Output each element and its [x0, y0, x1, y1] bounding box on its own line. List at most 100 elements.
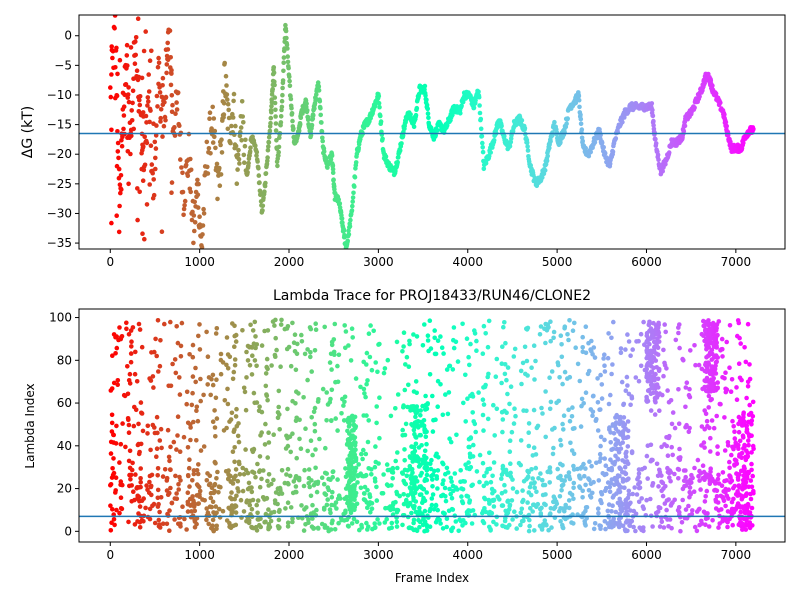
lambda-point [502, 320, 507, 325]
lambda-point [648, 355, 653, 361]
lambda-point [130, 325, 136, 330]
lambda-point [342, 496, 348, 502]
lambda-point [534, 425, 540, 431]
lambda-point [687, 425, 692, 431]
lambda-point [657, 334, 662, 339]
lambda-point [500, 466, 506, 472]
lambda-point [409, 510, 414, 516]
delta-g-point [178, 157, 183, 162]
lambda-point [651, 373, 657, 378]
lambda-point [243, 467, 249, 473]
delta-g-point [655, 152, 661, 158]
lambda-point [367, 494, 373, 500]
lambda-point [152, 430, 158, 436]
lambda-point [621, 415, 627, 420]
delta-g-point [217, 165, 222, 171]
delta-g-point [413, 112, 419, 118]
lambda-point [231, 505, 237, 510]
lambda-point [333, 416, 339, 421]
delta-g-point [304, 101, 309, 106]
delta-g-point [246, 160, 251, 166]
lambda-point [613, 437, 618, 442]
lambda-point [491, 504, 497, 509]
lambda-point [158, 495, 164, 500]
lambda-point [627, 523, 633, 528]
lambda-point [531, 343, 537, 349]
delta-g-point [173, 111, 178, 116]
delta-g-point [109, 220, 114, 226]
lambda-point [376, 342, 381, 347]
lambda-point [214, 523, 219, 529]
delta-g-point [169, 180, 175, 185]
delta-g-point [305, 108, 310, 113]
lambda-point [530, 476, 535, 481]
delta-g-point [147, 119, 152, 125]
lambda-point [196, 462, 201, 467]
lambda-point [543, 389, 548, 394]
lambda-point [420, 343, 426, 348]
delta-g-point [722, 112, 727, 117]
lambda-point [126, 430, 132, 436]
lambda-point [279, 317, 284, 323]
lambda-point [157, 522, 162, 527]
lambda-point [580, 334, 585, 340]
lambda-point [560, 522, 565, 528]
lambda-point [705, 365, 710, 371]
lambda-point [463, 419, 469, 424]
delta-g-point [151, 121, 156, 126]
lambda-point [535, 501, 541, 507]
lambda-point [365, 487, 370, 493]
lambda-point [741, 506, 746, 511]
lambda-point [729, 478, 735, 484]
lambda-point [409, 466, 415, 472]
lambda-point [481, 520, 487, 526]
delta-g-point [160, 95, 165, 100]
delta-g-point [156, 55, 161, 61]
delta-g-point [525, 148, 531, 153]
lambda-point [720, 494, 725, 500]
lambda-point [303, 426, 308, 432]
lambda-point [123, 444, 128, 450]
delta-g-point [115, 129, 120, 134]
lambda-point [126, 422, 132, 428]
lambda-point [690, 508, 695, 513]
lambda-point [429, 457, 434, 463]
lambda-point [709, 385, 715, 390]
lambda-point [641, 525, 646, 530]
delta-g-point [273, 128, 279, 133]
lambda-point [734, 385, 739, 390]
lambda-point [189, 509, 194, 514]
lambda-point [187, 484, 192, 489]
delta-g-point [225, 97, 230, 102]
lambda-point [449, 495, 455, 501]
lambda-y-tick-label: 20 [57, 482, 72, 496]
delta-g-point [291, 126, 296, 131]
lambda-point [689, 511, 695, 517]
lambda-point [736, 472, 741, 478]
lambda-point [638, 331, 644, 337]
lambda-point [507, 522, 512, 528]
lambda-point [648, 391, 654, 397]
delta-g-point [118, 190, 123, 196]
lambda-point [616, 488, 621, 493]
lambda-point [317, 436, 322, 442]
lambda-point [328, 477, 333, 483]
lambda-point [395, 507, 401, 513]
lambda-point [177, 474, 182, 480]
lambda-point [729, 506, 735, 512]
lambda-point [742, 345, 747, 350]
delta-g-point [195, 192, 201, 197]
lambda-point [374, 420, 379, 426]
lambda-point [167, 528, 172, 533]
lambda-point [114, 423, 119, 429]
delta-g-point [471, 105, 477, 110]
lambda-point [518, 510, 524, 516]
lambda-x-tick-label: 3000 [363, 548, 394, 562]
lambda-point [624, 374, 630, 380]
lambda-point [435, 468, 441, 473]
delta-g-point [273, 114, 278, 119]
lambda-point [172, 357, 178, 362]
lambda-point [521, 408, 526, 413]
lambda-point [215, 469, 220, 475]
lambda-point [312, 421, 318, 427]
